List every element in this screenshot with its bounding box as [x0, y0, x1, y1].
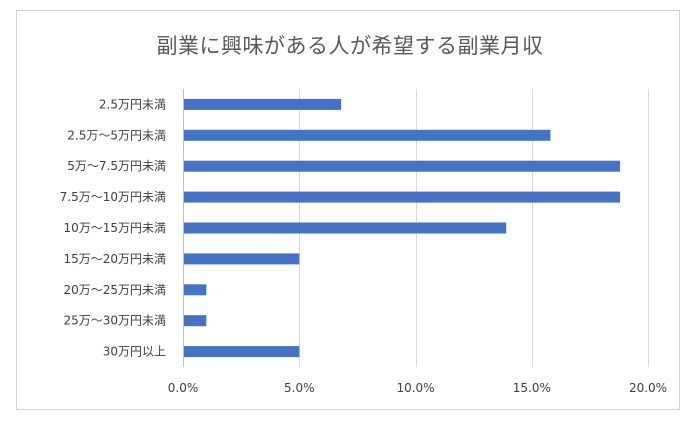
category-label: 2.5万〜5万円未満 [67, 128, 166, 142]
bar [184, 222, 507, 234]
category-label: 20万〜25万円未満 [63, 283, 166, 297]
bar [184, 160, 621, 172]
category-label: 5万〜7.5万円未満 [67, 159, 166, 173]
bar [184, 284, 207, 296]
category-label: 2.5万円未満 [99, 97, 166, 111]
bar [184, 253, 300, 265]
chart-frame [16, 10, 680, 410]
category-label: 15万〜20万円未満 [63, 252, 166, 266]
chart-title: 副業に興味がある人が希望する副業月収 [156, 34, 544, 58]
x-tick-label: 5.0% [284, 381, 315, 395]
x-tick-label: 20.0% [629, 381, 667, 395]
category-label: 10万〜15万円未満 [63, 221, 166, 235]
bar [184, 191, 621, 203]
bar [184, 346, 300, 358]
x-tick-label: 0.0% [168, 381, 199, 395]
x-tick-label: 10.0% [396, 381, 434, 395]
bar [184, 315, 207, 327]
bar [184, 129, 551, 141]
category-label: 30万円以上 [103, 345, 166, 359]
category-label: 25万〜30万円未満 [63, 314, 166, 328]
category-label: 7.5万〜10万円未満 [60, 190, 166, 204]
bar [184, 98, 342, 110]
x-tick-label: 15.0% [513, 381, 551, 395]
